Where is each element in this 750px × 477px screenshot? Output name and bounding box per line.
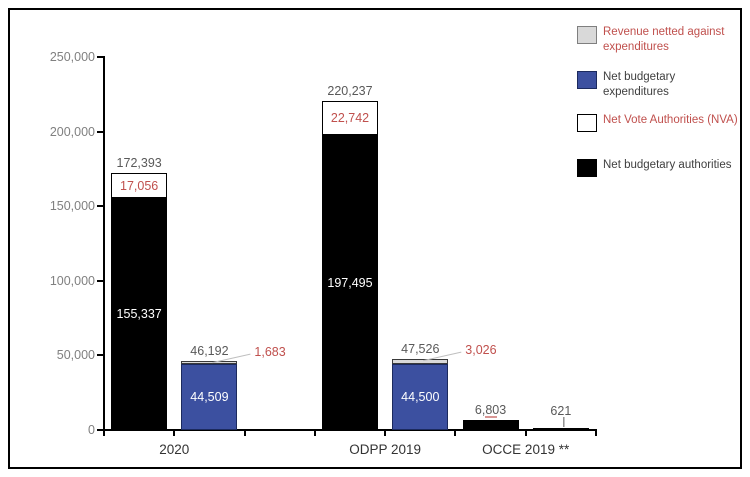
bar-segment-black	[462, 419, 519, 430]
bar-segment-white	[322, 101, 378, 136]
legend-swatch-white-icon	[577, 114, 597, 132]
x-tick	[524, 431, 527, 436]
bar-total-label: 6,803	[474, 402, 507, 417]
bar-total-label: 621	[550, 404, 572, 418]
bar-segment-blue	[392, 363, 449, 430]
legend-label: Net budgetary authorities	[603, 159, 732, 171]
callout-value-label: 1,683	[254, 345, 286, 360]
x-category-label: OCCE 2019 **	[482, 442, 570, 457]
y-tick	[97, 279, 104, 282]
segment-value-label: 17,056	[120, 178, 159, 193]
legend-item-blue: Net budgetary expenditures	[577, 70, 742, 114]
bar-segment-gray	[392, 359, 449, 364]
legend-item-gray: Revenue netted against expenditures	[577, 25, 742, 69]
y-tick	[97, 205, 104, 208]
legend-item-white: Net Vote Authorities (NVA)	[577, 113, 742, 157]
x-category-label: ODPP 2019	[349, 442, 422, 457]
bar-segment-black	[532, 428, 589, 430]
segment-value-label: 44,500	[401, 389, 440, 404]
y-tick-label: 200,000	[49, 124, 95, 139]
y-tick-label: 0	[88, 423, 95, 437]
x-category-label: 2020	[159, 442, 190, 457]
bar-total-label: 47,526	[401, 342, 440, 357]
segment-value-label: 197,495	[327, 275, 373, 290]
x-tick	[173, 431, 176, 436]
y-tick	[97, 56, 104, 58]
x-axis	[103, 429, 597, 431]
legend-swatch-black-icon	[577, 159, 597, 177]
bar-segment-black	[111, 198, 168, 430]
bar-total-label: 172,393	[116, 155, 162, 170]
legend-label: Net budgetary expenditures	[603, 71, 676, 98]
bar-segment-white	[111, 172, 168, 199]
x-tick	[595, 431, 597, 436]
y-tick-label: 250,000	[49, 50, 95, 64]
x-tick	[243, 431, 246, 436]
legend-swatch-blue-icon	[577, 71, 597, 89]
x-tick	[384, 431, 387, 436]
segment-value-label: 22,742	[330, 111, 370, 126]
bar-segment-black	[322, 135, 378, 430]
red-leader-tick	[484, 415, 497, 418]
x-tick	[313, 431, 316, 436]
legend-label: Revenue netted against expenditures	[603, 26, 725, 53]
callout-value-label: 3,026	[465, 343, 497, 358]
y-tick-label: 150,000	[49, 199, 95, 214]
legend-swatch-gray-icon	[577, 26, 597, 44]
y-tick-label: 100,000	[49, 273, 95, 288]
x-tick	[103, 431, 105, 436]
bar-total-label: 46,192	[190, 344, 229, 359]
legend-item-black: Net budgetary authorities	[577, 158, 742, 202]
y-axis	[103, 56, 105, 432]
x-tick	[454, 431, 457, 436]
bar-segment-gray	[181, 361, 238, 364]
y-tick	[97, 429, 104, 431]
y-tick-label: 50,000	[56, 348, 95, 363]
bar-total-label: 220,237	[327, 84, 373, 99]
segment-value-label: 44,509	[190, 389, 229, 404]
legend-label: Net Vote Authorities (NVA)	[603, 114, 738, 126]
segment-value-label: 155,337	[116, 307, 162, 322]
bar-segment-blue	[181, 363, 238, 430]
y-tick	[97, 130, 104, 133]
y-tick	[97, 354, 104, 357]
